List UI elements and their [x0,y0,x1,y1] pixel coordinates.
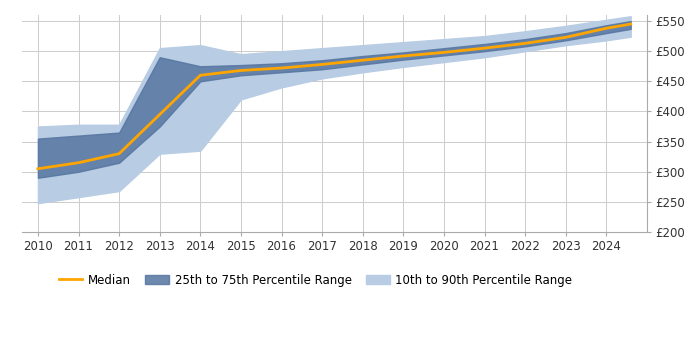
Legend: Median, 25th to 75th Percentile Range, 10th to 90th Percentile Range: Median, 25th to 75th Percentile Range, 1… [54,269,578,291]
